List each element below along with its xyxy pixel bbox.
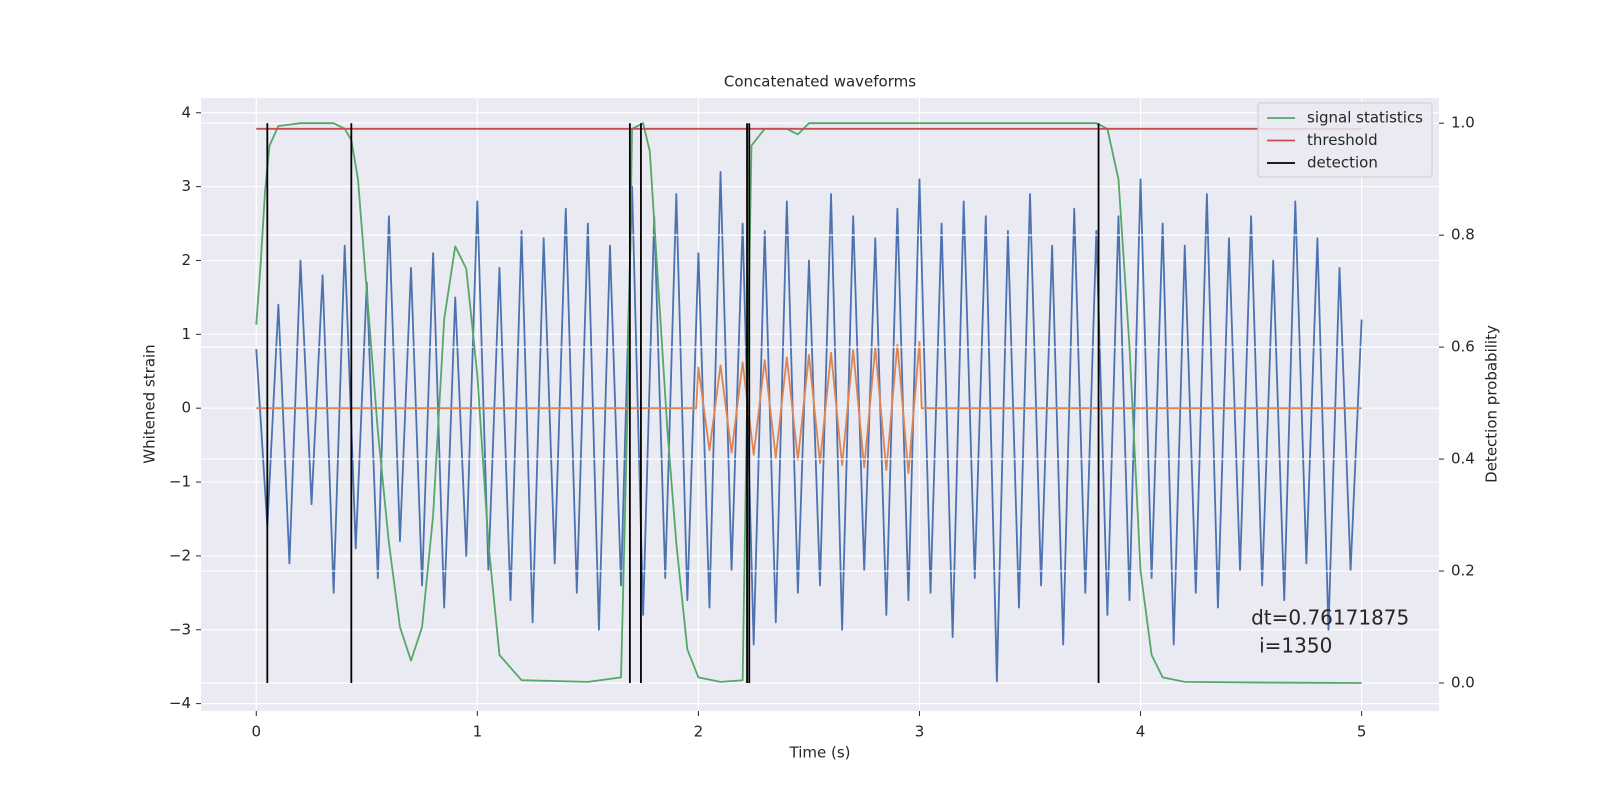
annotation-line: i=1350 [1259, 633, 1332, 657]
y-axis-label: Whitened strain [141, 344, 159, 463]
y-tick-label: 2 [181, 251, 191, 269]
y2-tick-label: 0.8 [1451, 226, 1475, 244]
y-tick-label: −1 [169, 473, 191, 491]
series-line [256, 340, 1362, 475]
plot-area [201, 98, 1439, 711]
x-tick-label: 2 [694, 723, 704, 741]
y2-axis-label: Detection probability [1483, 325, 1501, 483]
annotation-line: dt=0.76171875 [1251, 605, 1409, 629]
y-tick-label: −3 [169, 620, 191, 638]
y2-tick-label: 0.6 [1451, 338, 1475, 356]
y-tick-label: −2 [169, 546, 191, 564]
x-tick-label: 5 [1357, 723, 1367, 741]
x-tick-label: 0 [251, 723, 261, 741]
series-line [255, 122, 1362, 684]
y2-tick-label: 1.0 [1451, 114, 1475, 132]
legend-label: detection [1307, 154, 1378, 172]
x-tick-label: 4 [1136, 723, 1146, 741]
y-tick-label: 4 [181, 103, 191, 121]
y2-tick-label: 0.0 [1451, 674, 1475, 692]
y2-tick-label: 0.4 [1451, 450, 1475, 468]
legend-label: signal statistics [1307, 109, 1423, 127]
y-tick-label: −4 [169, 694, 191, 712]
x-tick-label: 3 [915, 723, 925, 741]
y-tick-label: 3 [181, 177, 191, 195]
x-axis-label: Time (s) [789, 744, 851, 762]
y-tick-label: 0 [181, 399, 191, 417]
legend-box [1257, 102, 1433, 178]
y-tick-label: 1 [181, 325, 191, 343]
series-line [255, 170, 1363, 683]
chart-title: Concatenated waveforms [724, 73, 916, 91]
x-tick-label: 1 [473, 723, 483, 741]
y2-tick-label: 0.2 [1451, 562, 1475, 580]
legend-label: threshold [1307, 131, 1378, 149]
annotation: dt=0.76171875 i=1350 [1251, 605, 1409, 657]
